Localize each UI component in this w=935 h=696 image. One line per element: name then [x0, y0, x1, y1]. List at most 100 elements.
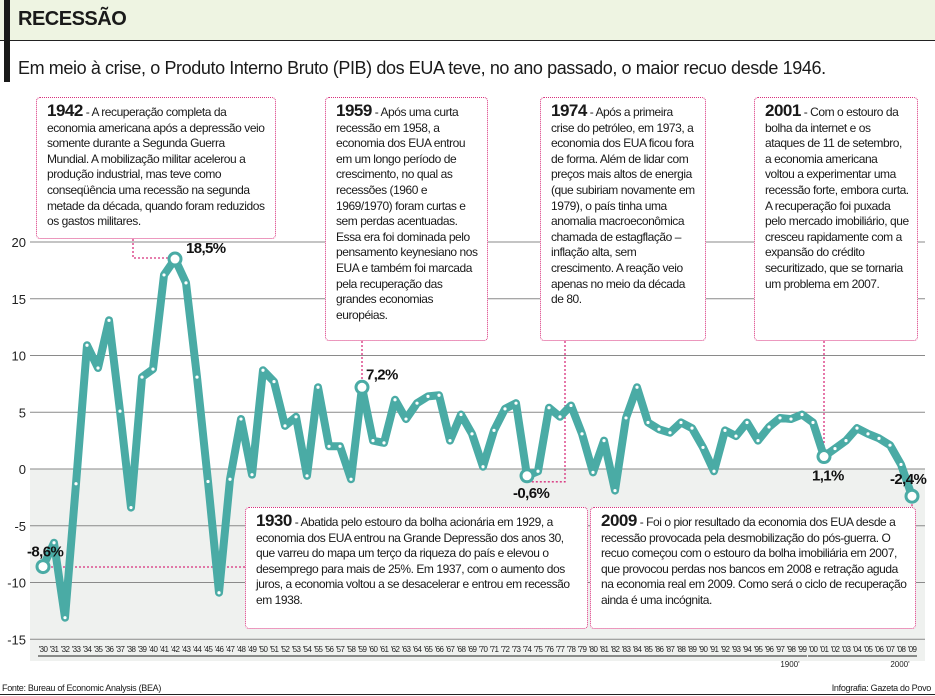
x-tick-label: '82: [611, 645, 621, 654]
data-point: [283, 424, 287, 428]
highlight-point: [167, 251, 183, 267]
data-point: [217, 591, 221, 595]
x-tick-label: '09: [908, 645, 918, 654]
x-tick-label: '74: [523, 645, 533, 654]
y-tick-label: 0: [19, 462, 26, 477]
data-point: [239, 417, 243, 421]
data-point: [613, 488, 617, 493]
header-band: [0, 0, 935, 41]
x-tick-label: '71: [490, 645, 500, 654]
x-tick-label: '43: [182, 645, 192, 654]
x-tick-label: '45: [204, 645, 214, 654]
x-tick-label: '85: [644, 645, 654, 654]
x-tick-label: '57: [336, 645, 346, 654]
x-tick-label: '36: [105, 645, 115, 654]
x-tick-label: '33: [72, 645, 82, 654]
data-point: [800, 412, 804, 417]
data-point: [877, 436, 881, 440]
data-point: [426, 394, 430, 398]
x-tick-label: '60: [369, 645, 379, 654]
data-point: [470, 432, 474, 436]
annotation-year: 2001: [765, 101, 801, 120]
x-tick-label: '79: [578, 645, 588, 654]
x-tick-label: '98: [787, 645, 797, 654]
annotation-connector: [527, 341, 566, 483]
data-point: [679, 420, 683, 425]
x-tick-label: '86: [655, 645, 665, 654]
data-point: [228, 477, 232, 481]
x-tick-label: '92: [721, 645, 731, 654]
x-tick-label: '58: [347, 645, 357, 654]
x-tick-label: '06: [875, 645, 885, 654]
data-point: [591, 470, 595, 475]
x-tick-label: '89: [688, 645, 698, 654]
data-point: [580, 432, 584, 436]
x-tick-label: '07: [886, 645, 896, 654]
x-tick-label: '00: [809, 645, 819, 654]
data-point: [602, 439, 606, 443]
x-tick-label: '81: [600, 645, 610, 654]
data-point: [96, 366, 100, 370]
century-label: 1900': [780, 660, 800, 669]
x-tick-label: '38: [127, 645, 137, 654]
x-tick-label: '63: [402, 645, 412, 654]
x-tick-label: '59: [358, 645, 368, 654]
x-tick-label: '52: [281, 645, 291, 654]
data-point: [789, 417, 793, 421]
data-point: [888, 443, 892, 447]
x-tick-label: '39: [138, 645, 148, 654]
data-point: [316, 385, 320, 389]
x-tick-label: '87: [666, 645, 676, 654]
x-tick-label: '64: [413, 645, 423, 654]
data-point: [481, 465, 485, 469]
data-point: [338, 444, 342, 448]
data-point: [371, 439, 375, 443]
annotation-1974: 1974 - Após a primeira crise do petróleo…: [540, 97, 706, 341]
highlight-point: [904, 488, 920, 504]
annotation-year: 1959: [336, 101, 372, 120]
data-point: [118, 409, 122, 413]
highlight-point: [35, 559, 51, 575]
annotation-year: 1942: [47, 101, 83, 120]
footer-divider: [0, 694, 935, 695]
data-point: [52, 541, 56, 545]
x-tick-label: '76: [545, 645, 555, 654]
data-point: [63, 616, 67, 620]
data-point: [657, 427, 661, 431]
x-tick-label: '41: [160, 645, 170, 654]
x-tick-label: '67: [446, 645, 456, 654]
x-tick-label: '50: [259, 645, 269, 654]
y-tick-label: -15: [7, 632, 26, 647]
data-point: [250, 473, 254, 477]
x-tick-label: '77: [556, 645, 566, 654]
data-point: [569, 403, 573, 408]
data-point: [492, 428, 496, 433]
x-tick-label: '46: [215, 645, 225, 654]
annotation-1942: 1942 - A recuperação completa da economi…: [36, 97, 276, 239]
data-point: [547, 406, 551, 410]
data-point: [382, 441, 386, 445]
x-tick-label: '42: [171, 645, 181, 654]
source-credit: Fonte: Bureau of Economic Analysis (BEA): [2, 683, 162, 693]
annotation-text: - Com o estouro da bolha da internet e o…: [765, 105, 909, 291]
data-point: [514, 401, 518, 405]
x-tick-label: '54: [303, 645, 313, 654]
data-point: [723, 428, 727, 433]
gdp-growth-line: [39, 255, 916, 622]
data-point: [349, 477, 353, 481]
annotation-text: - Foi o pior resultado da economia dos E…: [601, 515, 907, 607]
annotation-text: - A recuperação completa da economia ame…: [47, 105, 265, 229]
x-tick-label: '40: [149, 645, 159, 654]
data-point: [756, 439, 760, 443]
x-tick-label: '78: [567, 645, 577, 654]
x-tick-label: '94: [743, 645, 753, 654]
annotation-text: - Após uma curta recessão em 1958, a eco…: [336, 105, 478, 322]
y-tick-label: -10: [7, 576, 26, 591]
x-tick-label: '93: [732, 645, 742, 654]
x-tick-label: '62: [391, 645, 401, 654]
x-tick-label: '05: [864, 645, 874, 654]
data-point: [327, 444, 331, 448]
x-tick-label: '84: [633, 645, 643, 654]
data-point: [558, 415, 562, 419]
x-tick-label: '53: [292, 645, 302, 654]
